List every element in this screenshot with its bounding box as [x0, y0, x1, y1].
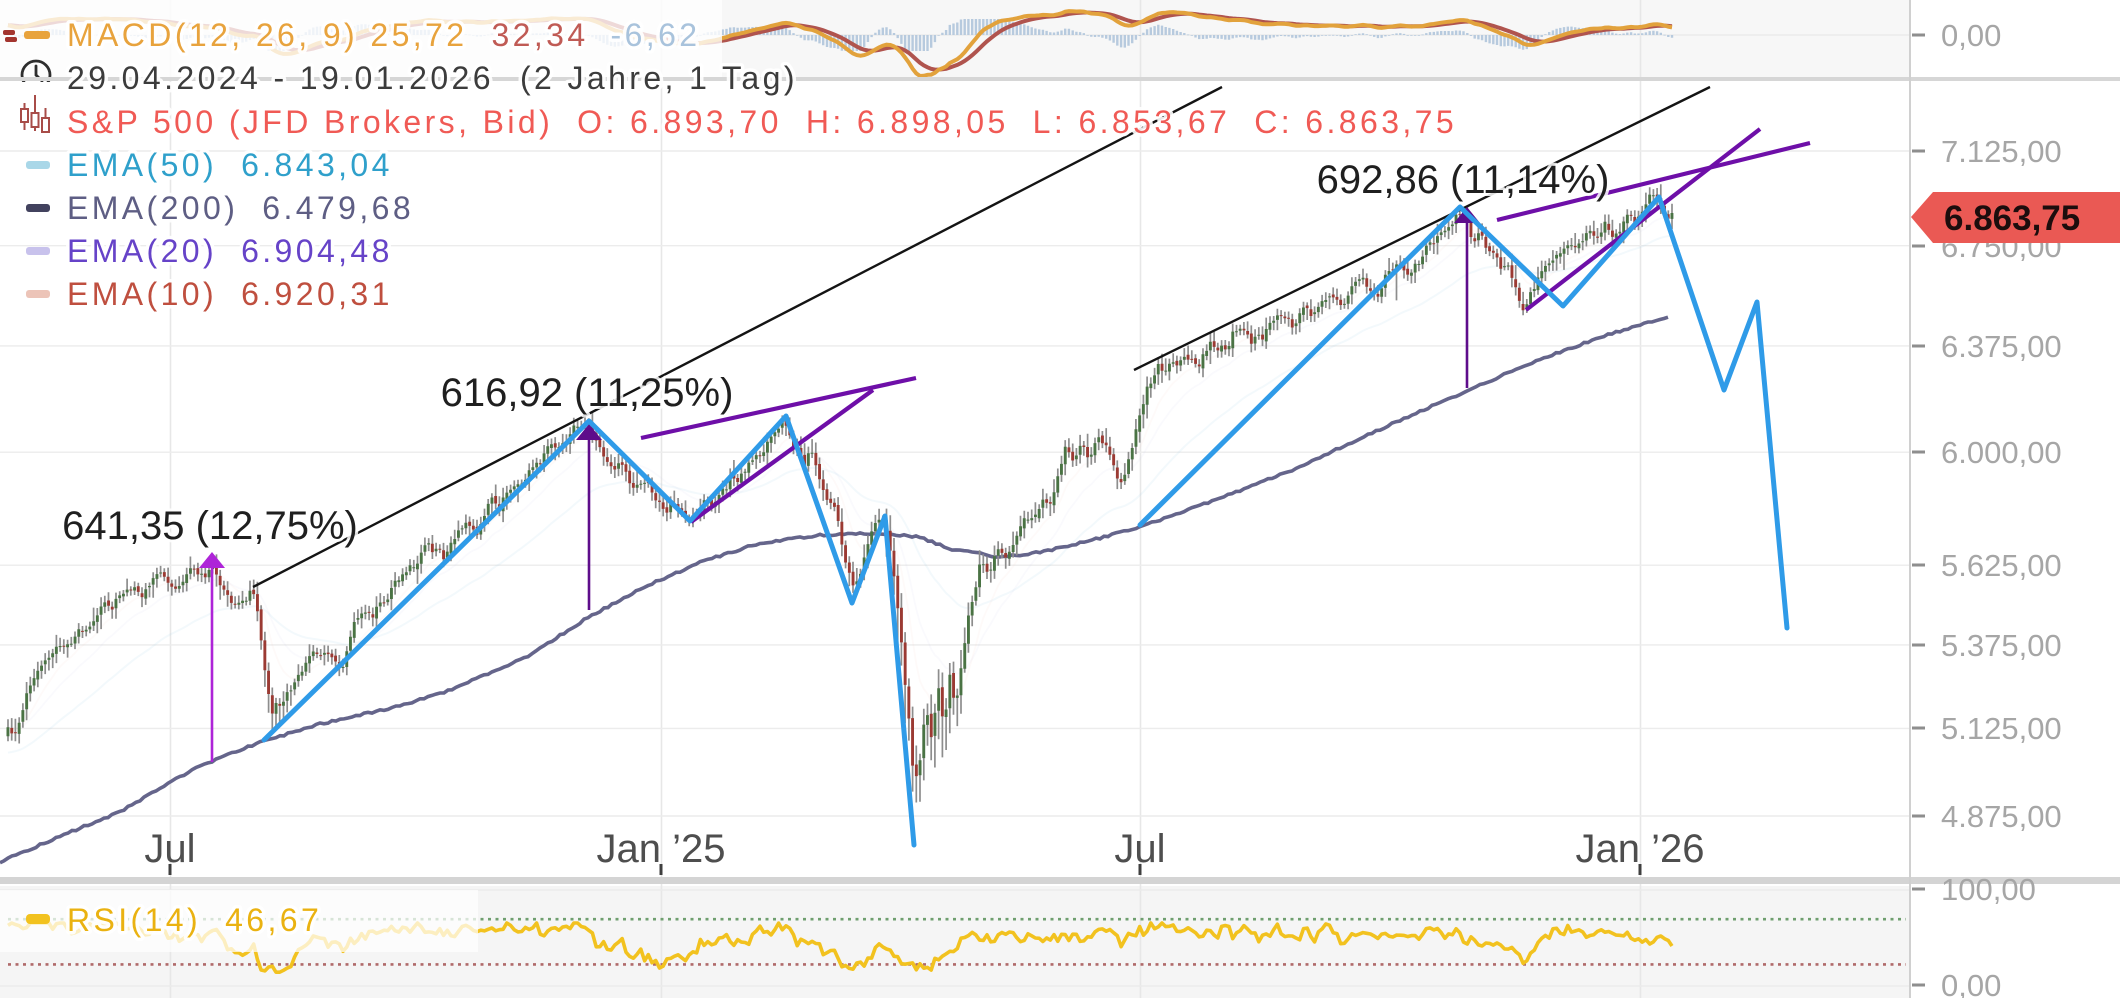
svg-text:692,86 (11,14%): 692,86 (11,14%) — [1317, 158, 1610, 202]
svg-text:4.875,00: 4.875,00 — [1941, 799, 2062, 834]
svg-text:6.863,75: 6.863,75 — [1944, 199, 2080, 238]
svg-text:616,92 (11,25%): 616,92 (11,25%) — [441, 371, 734, 415]
svg-text:100,00: 100,00 — [1941, 872, 2036, 907]
svg-text:Jul: Jul — [144, 827, 195, 871]
svg-text:6.375,00: 6.375,00 — [1941, 329, 2062, 364]
svg-text:EMA(20)6.904,48: EMA(20) 6.904,48 — [67, 233, 393, 269]
svg-text:0,00: 0,00 — [1941, 968, 2001, 998]
svg-text:29.04.2024 - 19.01.2026(2 Jahr: 29.04.2024 - 19.01.2026 (2 Jahre, 1 Tag) — [67, 60, 798, 96]
svg-text:Jan ’26: Jan ’26 — [1576, 827, 1705, 871]
svg-text:EMA(50)6.843,04: EMA(50) 6.843,04 — [67, 147, 393, 183]
svg-text:0,00: 0,00 — [1941, 18, 2001, 53]
svg-text:5.125,00: 5.125,00 — [1941, 711, 2062, 746]
svg-text:S&P 500 (JFD Brokers, Bid)O: 6: S&P 500 (JFD Brokers, Bid) O: 6.893,70 H: … — [67, 104, 1457, 140]
svg-text:7.125,00: 7.125,00 — [1941, 134, 2062, 169]
svg-text:641,35 (12,75%): 641,35 (12,75%) — [62, 504, 358, 548]
svg-text:EMA(10)6.920,31: EMA(10) 6.920,31 — [67, 276, 393, 312]
svg-text:6.000,00: 6.000,00 — [1941, 435, 2062, 470]
svg-text:Jan ’25: Jan ’25 — [597, 827, 726, 871]
svg-text:EMA(200)6.479,68: EMA(200) 6.479,68 — [67, 190, 414, 226]
svg-text:5.625,00: 5.625,00 — [1941, 548, 2062, 583]
svg-text:Jul: Jul — [1114, 827, 1165, 871]
svg-text:RSI(14)46,67: RSI(14) 46,67 — [67, 902, 322, 938]
svg-text:5.375,00: 5.375,00 — [1941, 628, 2062, 663]
